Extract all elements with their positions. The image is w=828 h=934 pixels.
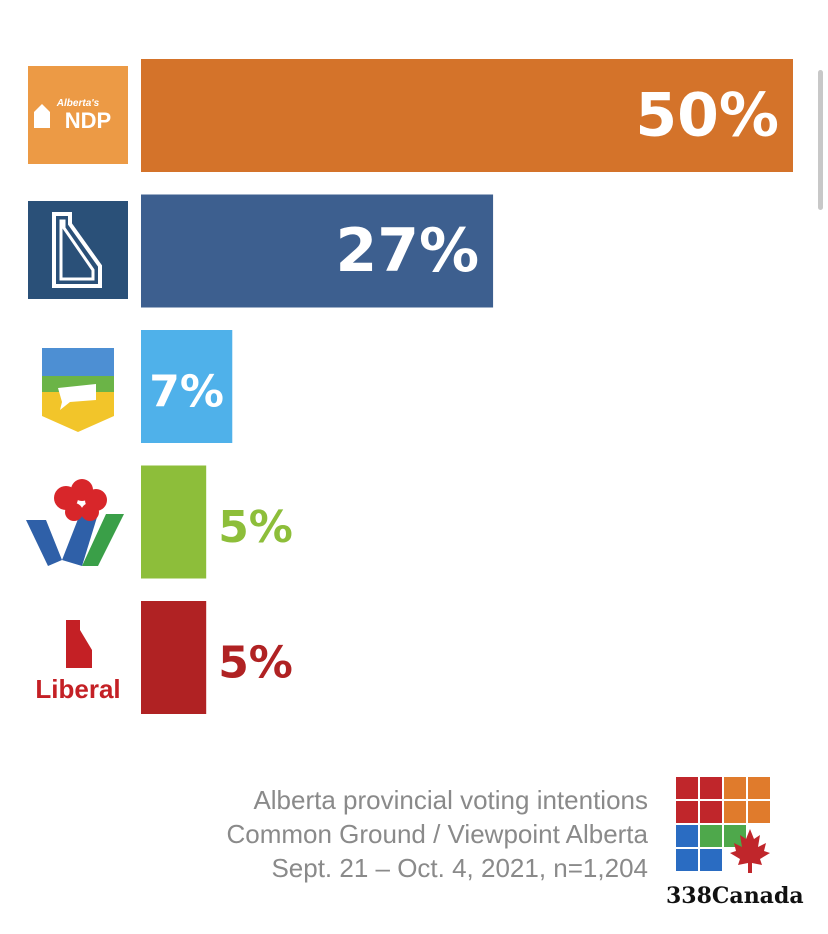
bar-value-label-3: 5% [218,502,293,553]
bar-0 [141,59,793,172]
footer-line-2: Common Ground / Viewpoint Alberta [226,819,648,849]
bar-value-label-2: 7% [149,367,224,418]
ucp-logo [28,201,128,299]
bar-1 [141,194,494,308]
bar-value-label-4: 5% [218,638,293,689]
liberal-logo: Liberal [35,620,121,704]
alberta-party-logo [42,348,114,432]
wildrose-logo [26,479,124,566]
bar-chart: Alberta's NDP Liberal 50% 27% 7% 5% 5% [26,59,793,714]
scrollbar[interactable] [818,70,823,210]
bar-4 [141,601,207,714]
brand-logo: 338Canada [666,773,804,913]
ndp-logo-main-text: NDP [65,108,111,133]
brand-name: 338Canada [666,883,804,909]
ndp-logo: Alberta's NDP [28,66,128,164]
bar-3 [141,465,207,579]
bar-value-label-0: 50% [635,81,779,151]
ndp-logo-top-text: Alberta's [56,98,100,109]
chart-footer: Alberta provincial voting intentions Com… [226,783,648,885]
bar-2 [141,330,233,443]
footer-line-3: Sept. 21 – Oct. 4, 2021, n=1,204 [271,853,648,883]
bar-value-label-1: 27% [335,216,479,286]
liberal-logo-text: Liberal [35,674,120,704]
bars-layer: 50% 27% 7% 5% 5% [141,59,793,714]
footer-line-1: Alberta provincial voting intentions [253,785,648,815]
maple-leaf-grid-icon [676,777,770,873]
